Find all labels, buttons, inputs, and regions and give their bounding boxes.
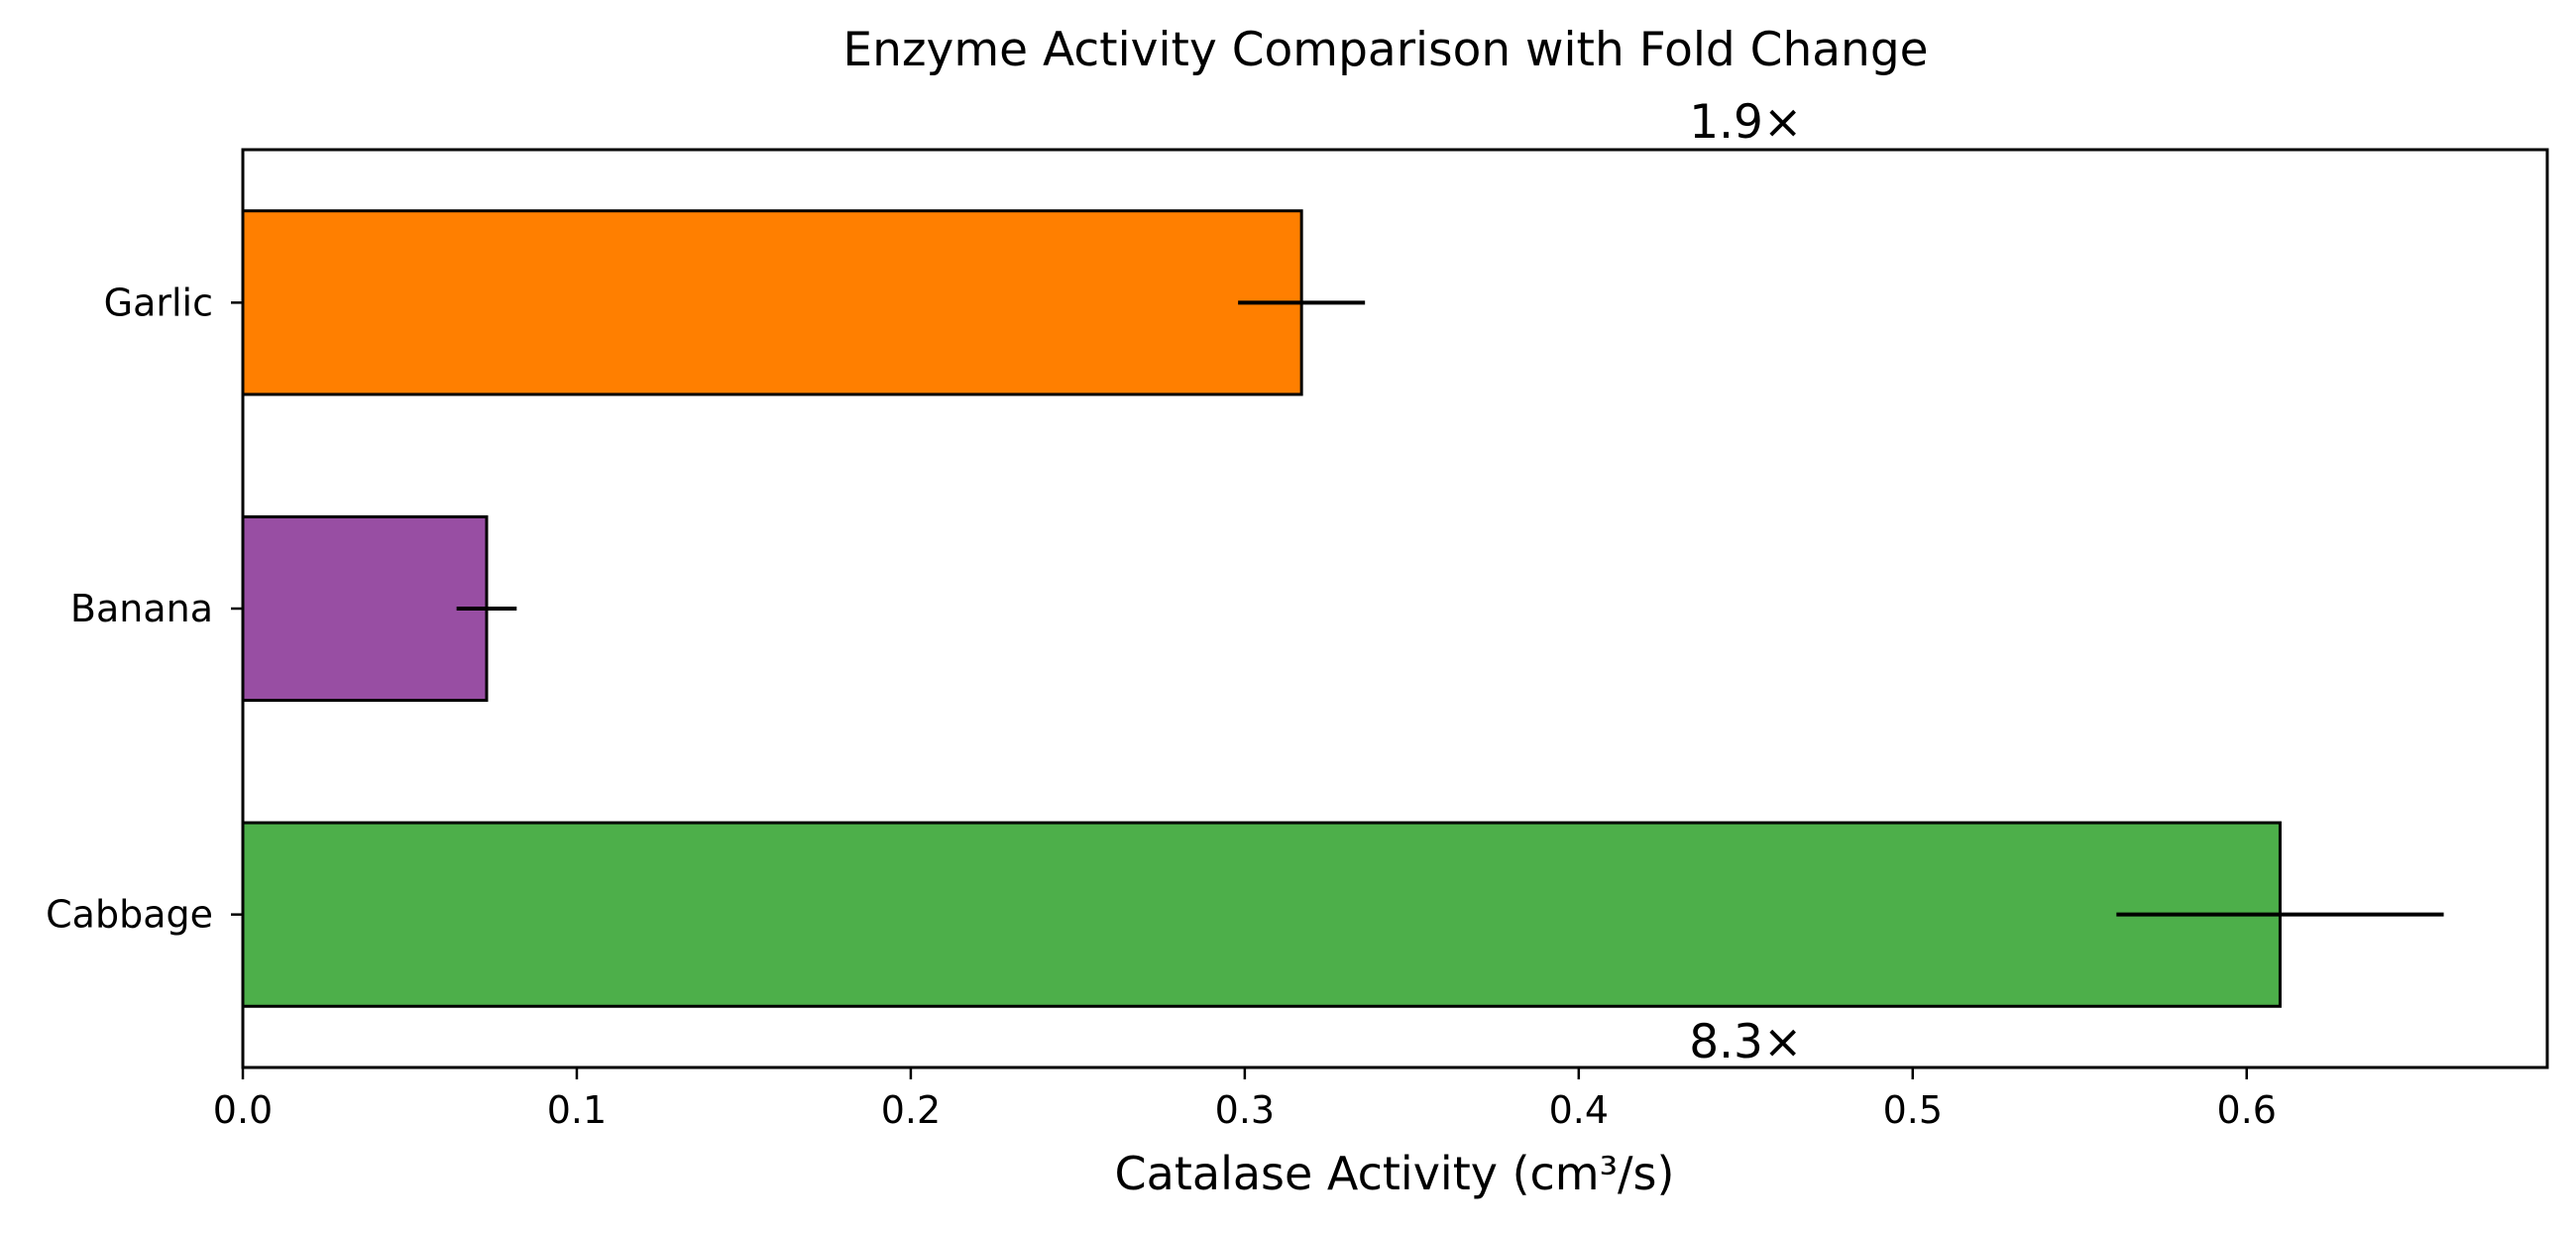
fold-change-annotation-2: 8.3× [1689,1015,1802,1069]
annotations-layer: 1.9× 8.3× [1689,95,1802,1069]
error-bars-layer [456,300,2444,917]
x-tick-label-0: 0.0 [213,1088,273,1132]
y-tick-label-banana: Banana [70,587,213,630]
x-tick-label-1: 0.1 [547,1088,607,1132]
x-tick-label-3: 0.3 [1215,1088,1275,1132]
x-axis-label: Catalase Activity (cm³/s) [1115,1147,1675,1200]
y-tick-label-cabbage: Cabbage [46,893,213,937]
bar-banana [241,514,489,703]
bars-layer [241,209,2282,1008]
x-tick-label-6: 0.6 [2217,1088,2277,1132]
bar-garlic [241,209,1303,396]
x-tick-label-5: 0.5 [1883,1088,1943,1132]
chart-title: Enzyme Activity Comparison with Fold Cha… [842,23,1928,77]
fold-change-annotation-1: 1.9× [1689,95,1802,150]
bar-cabbage [241,821,2282,1008]
ticks-layer: Cabbage Banana Garlic 0.0 0.1 0.2 0.3 0.4 0.5 0.6 [46,280,2277,1132]
y-tick-label-garlic: Garlic [104,280,213,324]
x-tick-label-2: 0.2 [881,1088,941,1132]
x-tick-label-4: 0.4 [1549,1088,1609,1132]
